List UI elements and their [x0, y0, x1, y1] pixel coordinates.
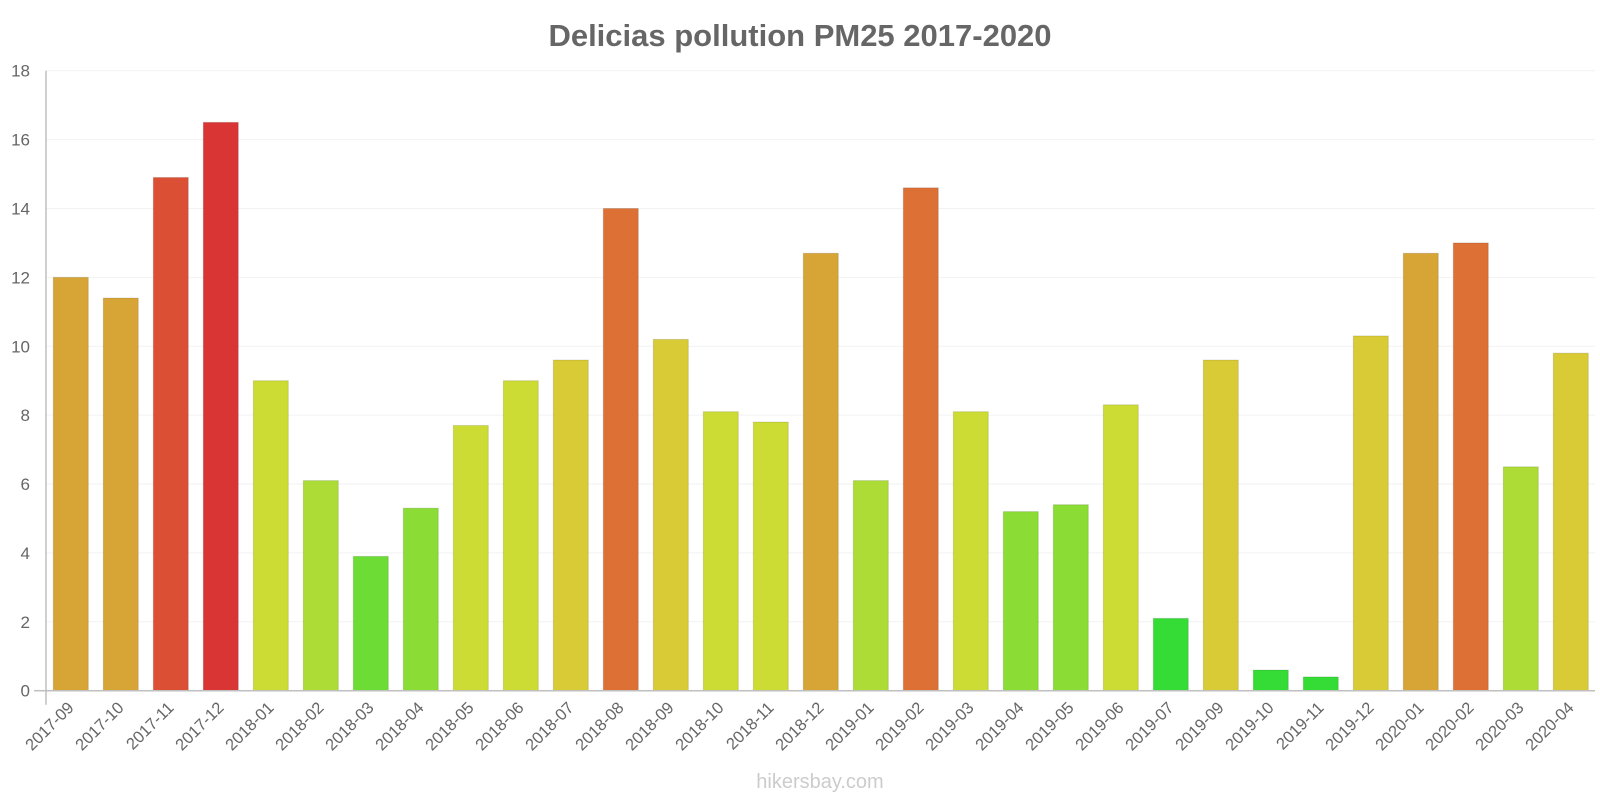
x-tick-label: 2020-01	[1372, 699, 1428, 755]
y-tick-label: 2	[21, 613, 30, 632]
x-tick-label: 2020-02	[1422, 699, 1478, 755]
x-tick-label: 2019-04	[972, 699, 1028, 755]
x-tick-label: 2018-09	[622, 699, 678, 755]
x-tick-label: 2019-12	[1322, 699, 1378, 755]
bar-2018-09[interactable]	[652, 338, 689, 692]
bar-2017-11[interactable]	[152, 176, 189, 692]
y-tick-label: 4	[21, 544, 30, 563]
bar-2018-03[interactable]	[352, 555, 389, 692]
bar-2017-09[interactable]	[52, 276, 89, 692]
x-tick-label: 2019-05	[1022, 699, 1078, 755]
x-tick-label: 2019-03	[922, 699, 978, 755]
x-tick-label: 2018-05	[422, 699, 478, 755]
bar-2018-11[interactable]	[752, 421, 789, 692]
x-tick-label: 2020-04	[1522, 699, 1578, 755]
bar-2018-05[interactable]	[452, 424, 489, 692]
bar-2018-12[interactable]	[802, 252, 839, 692]
x-tick-label: 2019-10	[1222, 699, 1278, 755]
x-tick-label: 2018-01	[222, 699, 278, 755]
bar-2018-04[interactable]	[402, 507, 439, 692]
x-tick-label: 2017-11	[123, 699, 178, 754]
watermark: hikersbay.com	[756, 771, 883, 793]
bar-2020-03[interactable]	[1502, 466, 1539, 692]
x-tick-label: 2017-09	[22, 699, 78, 755]
x-tick-label: 2018-03	[322, 699, 378, 755]
bar-2019-12[interactable]	[1352, 335, 1389, 692]
x-tick-label: 2018-12	[772, 699, 828, 755]
x-tick-label: 2019-01	[822, 699, 878, 755]
bar-2020-02[interactable]	[1452, 242, 1489, 692]
bar-2019-01[interactable]	[852, 480, 889, 692]
y-tick-label: 12	[11, 268, 30, 287]
x-tick-label: 2019-07	[1122, 699, 1178, 755]
x-tick-label: 2018-11	[723, 699, 778, 754]
y-tick-label: 18	[11, 62, 30, 81]
y-tick-label: 0	[21, 682, 30, 701]
bar-2018-02[interactable]	[302, 480, 339, 692]
x-tick-label: 2018-04	[372, 699, 428, 755]
bar-2019-05[interactable]	[1052, 504, 1089, 692]
x-tick-label: 2018-06	[472, 699, 528, 755]
x-tick-label: 2017-10	[72, 699, 128, 755]
x-tick-label: 2019-02	[872, 699, 928, 755]
y-tick-label: 10	[11, 337, 30, 356]
bar-2019-03[interactable]	[952, 411, 989, 692]
bar-2019-02[interactable]	[902, 187, 939, 692]
bars	[52, 121, 1589, 692]
y-tick-label: 6	[21, 475, 30, 494]
x-tick-label: 2020-03	[1472, 699, 1528, 755]
x-tick-label: 2019-11	[1273, 699, 1328, 754]
bar-2019-04[interactable]	[1002, 511, 1039, 692]
bar-2020-01[interactable]	[1402, 252, 1439, 692]
x-tick-label: 2018-08	[572, 699, 628, 755]
y-tick-label: 8	[21, 406, 30, 425]
bar-2019-06[interactable]	[1102, 404, 1139, 692]
bar-2018-07[interactable]	[552, 359, 589, 692]
bar-2020-04[interactable]	[1552, 352, 1589, 692]
bar-2019-07[interactable]	[1152, 617, 1189, 692]
y-tick-label: 16	[11, 131, 30, 150]
x-tick-label: 2018-07	[522, 699, 578, 755]
x-tick-label: 2018-10	[672, 699, 728, 755]
bar-2019-11[interactable]	[1302, 676, 1339, 692]
bar-2018-10[interactable]	[702, 411, 739, 692]
bar-2018-01[interactable]	[252, 380, 289, 692]
y-tick-label: 14	[11, 199, 30, 218]
bar-2017-12[interactable]	[202, 121, 239, 692]
x-axis: 2017-092017-102017-112017-122018-012018-…	[22, 689, 1595, 755]
x-tick-label: 2018-02	[272, 699, 328, 755]
bar-2017-10[interactable]	[102, 297, 139, 692]
chart-title: Delicias pollution PM25 2017-2020	[548, 18, 1051, 53]
x-tick-label: 2019-09	[1172, 699, 1228, 755]
x-tick-label: 2017-12	[172, 699, 228, 755]
bar-2019-10[interactable]	[1252, 669, 1289, 692]
y-axis: 0 2 4 6 8 10 12 14 16 18	[11, 62, 47, 705]
x-tick-label: 2019-06	[1072, 699, 1128, 755]
bar-2018-08[interactable]	[602, 207, 639, 692]
bar-2018-06[interactable]	[502, 380, 539, 692]
bar-2019-09[interactable]	[1202, 359, 1239, 692]
